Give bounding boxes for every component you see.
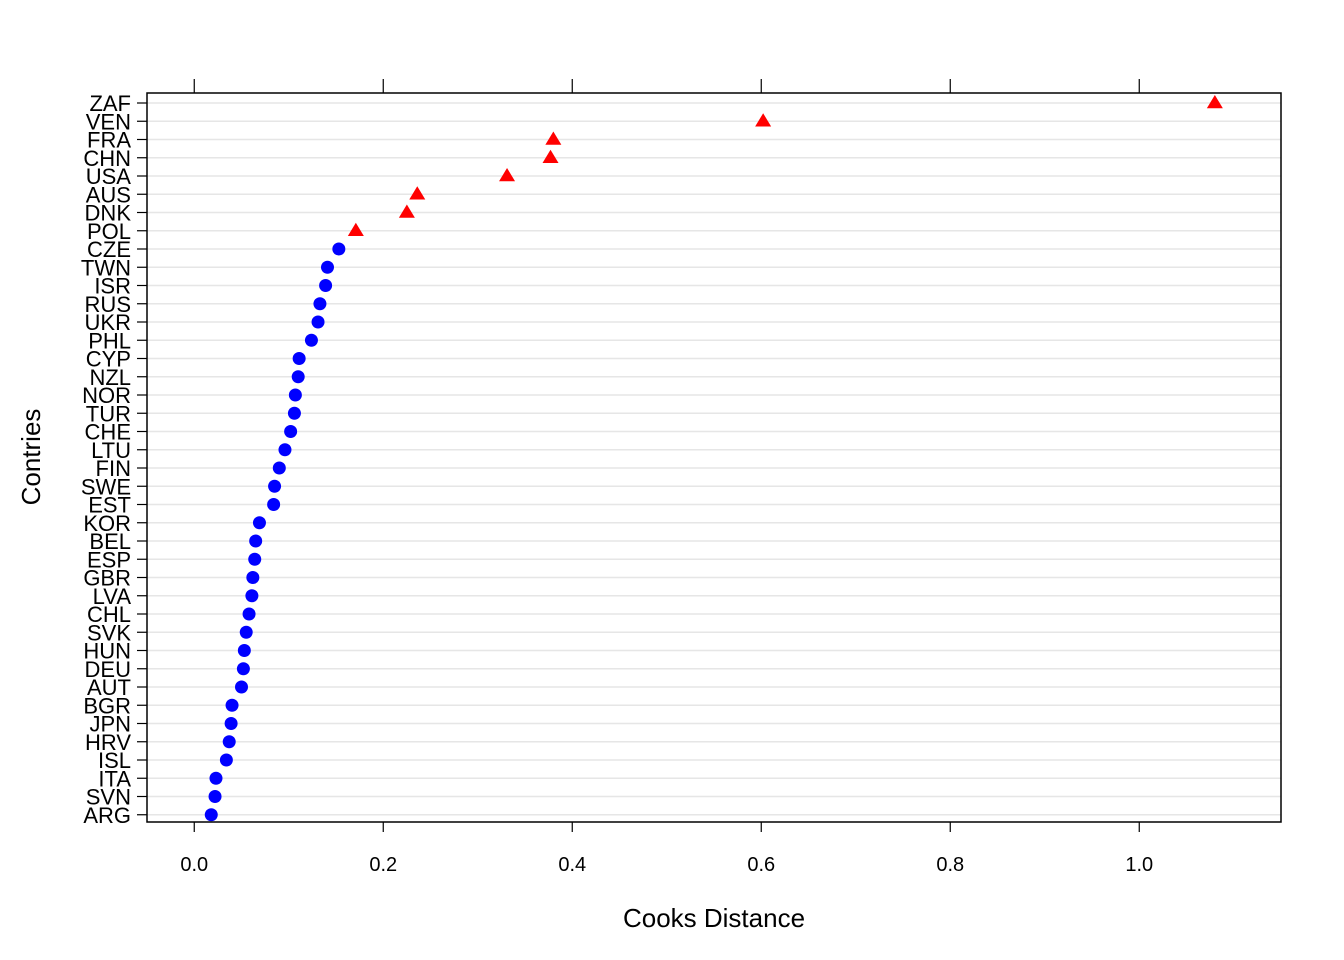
y-tick-label-hrv: HRV — [85, 730, 131, 755]
point-bgr — [225, 698, 239, 712]
y-tick-label-usa: USA — [86, 164, 132, 189]
grid-lines — [147, 102, 1281, 816]
point-fra — [545, 131, 562, 145]
y-tick-label-ven: VEN — [86, 109, 131, 134]
point-swe — [268, 479, 282, 493]
point-svk — [239, 625, 253, 639]
y-tick-label-fin: FIN — [96, 456, 131, 481]
point-isr — [319, 279, 333, 292]
y-tick-label-isl: ISL — [98, 748, 131, 773]
y-tick-label-hun: HUN — [83, 639, 131, 664]
point-usa — [499, 168, 516, 182]
point-chn — [542, 149, 559, 163]
y-tick-label-nor: NOR — [82, 383, 131, 408]
point-cze — [332, 242, 346, 256]
point-rus — [313, 297, 327, 311]
point-ita — [209, 771, 223, 785]
x-ticks: 0.0 0.2 0.4 0.6 0.8 1.0 — [180, 79, 1153, 876]
point-twn — [320, 260, 334, 274]
y-tick-label-aut: AUT — [87, 675, 131, 700]
plot-frame — [146, 92, 1282, 823]
y-tick-label-cze: CZE — [87, 237, 131, 262]
point-ltu — [278, 443, 292, 457]
point-deu — [236, 662, 250, 676]
y-tick-label-chl: CHL — [87, 602, 131, 627]
x-axis-title: Cooks Distance — [623, 903, 805, 933]
y-tick-label-phl: PHL — [88, 328, 131, 353]
point-lva — [245, 589, 259, 603]
y-axis-title: Contries — [16, 409, 46, 506]
point-isl — [219, 753, 233, 767]
x-tick-label-0: 0.0 — [180, 854, 208, 876]
point-svn — [208, 790, 222, 803]
y-tick-label-gbr: GBR — [83, 566, 131, 591]
point-dnk — [398, 204, 415, 218]
point-est — [267, 498, 281, 511]
point-kor — [252, 516, 266, 530]
y-tick-label-twn: TWN — [81, 255, 131, 280]
data-points — [204, 95, 1223, 822]
point-hun — [237, 644, 251, 657]
y-tick-label-esp: ESP — [87, 547, 131, 572]
y-tick-label-isr: ISR — [94, 274, 131, 299]
y-tick-label-chn: CHN — [83, 146, 131, 171]
y-tick-label-tur: TUR — [86, 401, 131, 426]
y-tick-label-cyp: CYP — [86, 347, 131, 372]
point-jpn — [224, 717, 238, 730]
y-tick-label-aus: AUS — [86, 182, 131, 207]
y-tick-label-dnk: DNK — [85, 201, 132, 226]
y-tick-label-bel: BEL — [89, 529, 131, 554]
y-tick-label-ita: ITA — [98, 766, 131, 791]
y-tick-label-kor: KOR — [83, 511, 131, 536]
point-hrv — [222, 735, 236, 749]
point-gbr — [246, 571, 260, 584]
point-aut — [235, 680, 248, 694]
point-arg — [204, 808, 218, 822]
y-tick-label-ltu: LTU — [91, 438, 131, 463]
x-tick-label-1: 0.2 — [369, 854, 397, 876]
point-bel — [249, 534, 263, 548]
y-tick-label-ukr: UKR — [85, 310, 131, 335]
point-esp — [248, 552, 262, 566]
point-nzl — [291, 370, 305, 384]
point-che — [284, 425, 298, 438]
point-pol — [347, 222, 364, 236]
y-tick-label-deu: DEU — [85, 657, 131, 682]
point-chl — [242, 607, 256, 621]
y-tick-label-fra: FRA — [87, 128, 131, 153]
y-tick-label-lva: LVA — [93, 584, 132, 609]
x-tick-label-4: 0.8 — [936, 854, 964, 876]
y-tick-label-zaf: ZAF — [89, 91, 131, 116]
y-tick-label-jpn: JPN — [89, 712, 131, 737]
y-tick-label-nzl: NZL — [89, 365, 131, 390]
y-tick-label-bgr: BGR — [83, 693, 131, 718]
y-tick-label-arg: ARG — [83, 803, 131, 828]
point-ukr — [311, 315, 325, 329]
x-tick-label-5: 1.0 — [1125, 854, 1153, 876]
x-tick-label-2: 0.4 — [558, 854, 586, 876]
y-tick-label-svk: SVK — [87, 620, 131, 645]
point-ven — [755, 113, 772, 127]
y-tick-label-pol: POL — [87, 219, 131, 244]
point-cyp — [292, 352, 306, 365]
point-fin — [272, 461, 286, 475]
y-tick-label-est: EST — [88, 493, 131, 518]
point-nor — [288, 388, 302, 402]
x-tick-label-3: 0.6 — [747, 854, 775, 876]
y-tick-labels: ZAFVENFRACHNUSAAUSDNKPOLCZETWNISRRUSUKRP… — [81, 91, 147, 828]
y-tick-label-che: CHE — [85, 420, 131, 445]
point-phl — [304, 333, 318, 347]
y-tick-label-svn: SVN — [86, 785, 131, 810]
y-tick-label-rus: RUS — [85, 292, 131, 317]
point-aus — [409, 186, 426, 200]
point-zaf — [1206, 95, 1223, 109]
y-tick-label-swe: SWE — [81, 474, 131, 499]
point-tur — [287, 406, 301, 420]
